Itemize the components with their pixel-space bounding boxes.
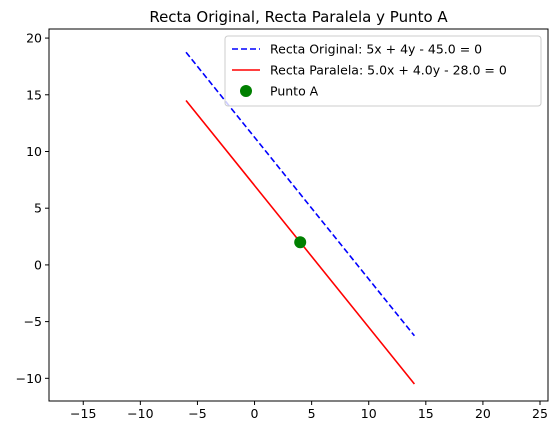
x-tick-label: 15 <box>418 406 434 421</box>
y-tick-label: 5 <box>34 201 42 216</box>
chart-title: Recta Original, Recta Paralela y Punto A <box>149 8 448 26</box>
point-a-marker <box>294 236 306 248</box>
y-tick-label: 15 <box>26 87 42 102</box>
x-tick-label: 10 <box>361 406 377 421</box>
x-tick-label: 0 <box>251 406 259 421</box>
x-tick-label: −10 <box>127 406 153 421</box>
y-tick-label: −5 <box>24 314 42 329</box>
legend-label-1: Recta Original: 5x + 4y - 45.0 = 0 <box>270 42 482 57</box>
legend: Recta Original: 5x + 4y - 45.0 = 0 Recta … <box>225 36 541 106</box>
y-tick-label: 10 <box>26 144 42 159</box>
x-tick-label: −15 <box>70 406 96 421</box>
legend-swatch-3 <box>240 85 252 97</box>
legend-label-3: Punto A <box>270 84 319 99</box>
x-tick-label: −5 <box>188 406 206 421</box>
x-tick-label: 20 <box>475 406 491 421</box>
x-tick-label: 5 <box>308 406 316 421</box>
x-tick-label: 25 <box>532 406 548 421</box>
y-tick-label: 0 <box>34 257 42 272</box>
y-tick-label: −10 <box>16 371 42 386</box>
legend-label-2: Recta Paralela: 5.0x + 4.0y - 28.0 = 0 <box>270 63 507 78</box>
y-tick-label: 20 <box>26 31 42 46</box>
